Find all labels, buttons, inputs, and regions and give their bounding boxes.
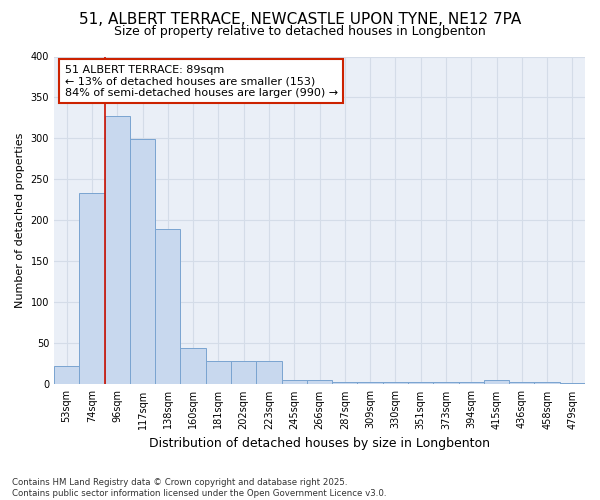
Bar bbox=[130, 140, 155, 384]
Bar bbox=[509, 382, 535, 384]
Bar bbox=[231, 360, 256, 384]
Bar bbox=[281, 380, 307, 384]
Bar bbox=[484, 380, 509, 384]
Text: Contains HM Land Registry data © Crown copyright and database right 2025.
Contai: Contains HM Land Registry data © Crown c… bbox=[12, 478, 386, 498]
Y-axis label: Number of detached properties: Number of detached properties bbox=[15, 133, 25, 308]
Bar bbox=[458, 382, 484, 384]
Bar bbox=[358, 382, 383, 384]
Bar bbox=[79, 192, 104, 384]
Bar bbox=[383, 382, 408, 384]
Bar bbox=[535, 382, 560, 384]
Bar bbox=[408, 382, 433, 384]
Text: 51 ALBERT TERRACE: 89sqm
← 13% of detached houses are smaller (153)
84% of semi-: 51 ALBERT TERRACE: 89sqm ← 13% of detach… bbox=[65, 64, 338, 98]
Bar bbox=[433, 382, 458, 384]
Bar bbox=[560, 383, 585, 384]
Bar bbox=[155, 228, 181, 384]
Bar bbox=[307, 380, 332, 384]
X-axis label: Distribution of detached houses by size in Longbenton: Distribution of detached houses by size … bbox=[149, 437, 490, 450]
Bar bbox=[104, 116, 130, 384]
Bar bbox=[181, 348, 206, 384]
Bar bbox=[54, 366, 79, 384]
Text: Size of property relative to detached houses in Longbenton: Size of property relative to detached ho… bbox=[114, 25, 486, 38]
Bar bbox=[206, 360, 231, 384]
Bar bbox=[332, 382, 358, 384]
Bar bbox=[256, 360, 281, 384]
Text: 51, ALBERT TERRACE, NEWCASTLE UPON TYNE, NE12 7PA: 51, ALBERT TERRACE, NEWCASTLE UPON TYNE,… bbox=[79, 12, 521, 28]
